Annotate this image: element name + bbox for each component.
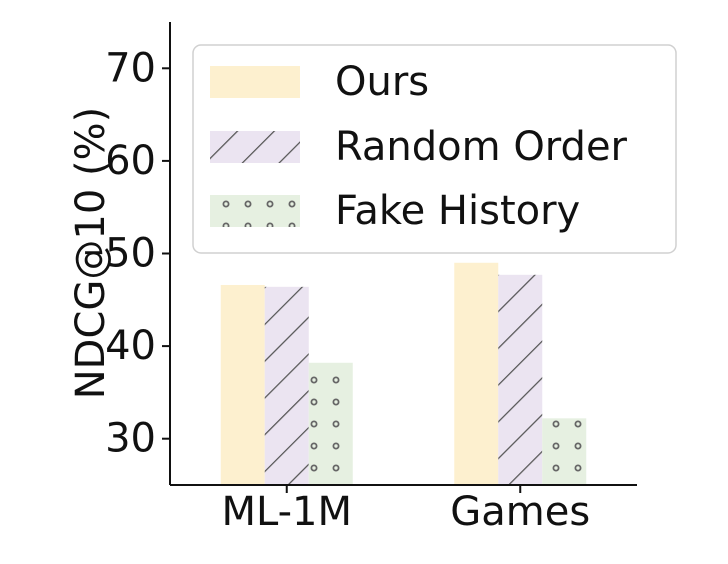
- bar-ours-games: [454, 262, 499, 485]
- legend-swatch-ours: [210, 66, 300, 98]
- ticks-layer: 30 40 50 60 70 ML-1M Games: [105, 45, 590, 535]
- y-tick-label: 40: [105, 323, 156, 369]
- bar-random-order-ml-1m: [264, 286, 309, 485]
- bar-fake-history-ml-1m: [308, 362, 353, 485]
- legend-label-fake-history: Fake History: [335, 188, 580, 234]
- legend: Ours Random Order Fake History: [192, 44, 677, 254]
- legend-label-random-order: Random Order: [335, 124, 628, 170]
- y-tick-label: 60: [105, 138, 156, 184]
- y-tick-label: 70: [105, 45, 156, 91]
- bar-fake-history-games: [542, 418, 587, 485]
- legend-label-ours: Ours: [335, 59, 429, 105]
- legend-swatch-random-order: [210, 131, 300, 163]
- legend-frame: [192, 44, 677, 254]
- y-axis-title: NDCG@10 (%): [68, 107, 114, 399]
- x-tick-label: ML-1M: [222, 489, 353, 535]
- bar-ours-ml-1m: [220, 284, 265, 485]
- y-tick-label: 30: [105, 416, 156, 462]
- legend-swatch-fake-history: [210, 195, 300, 227]
- x-tick-label: Games: [450, 489, 590, 535]
- y-tick-label: 50: [105, 231, 156, 277]
- bars-layer: [220, 262, 587, 485]
- bar-random-order-games: [498, 274, 543, 485]
